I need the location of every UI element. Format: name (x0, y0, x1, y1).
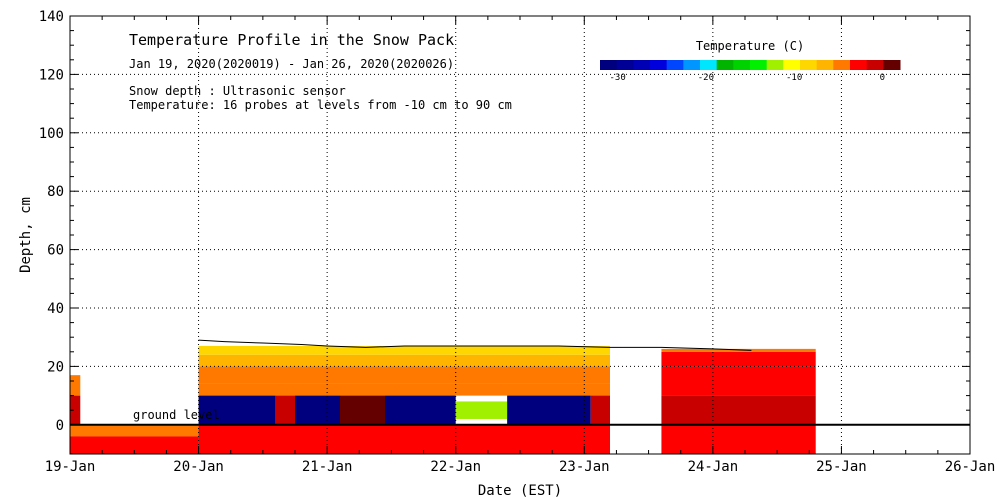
temperature-block-1 (70, 395, 81, 425)
colorbar-swatch-9 (750, 60, 768, 70)
colorbar-swatch-5 (683, 60, 701, 70)
temperature-block-3 (70, 424, 199, 437)
x-tick-label-25-Jan: 25-Jan (816, 459, 867, 475)
temperature-block-21 (661, 351, 816, 367)
x-tick-label-24-Jan: 24-Jan (688, 459, 739, 475)
colorbar-swatch-0 (600, 60, 618, 70)
x-tick-label-21-Jan: 21-Jan (302, 459, 353, 475)
temperature-block-20 (661, 366, 816, 396)
x-tick-label-26-Jan: 26-Jan (945, 459, 996, 475)
colorbar-swatch-17 (883, 60, 901, 70)
x-axis-label: Date (EST) (478, 483, 562, 499)
temperature-block-17 (590, 395, 610, 425)
temperature-block-7 (198, 366, 611, 384)
y-tick-label-120: 120 (39, 67, 64, 83)
temperature-block-5 (198, 424, 611, 454)
colorbar-swatch-11 (783, 60, 801, 70)
y-axis-label: Depth, cm (18, 197, 34, 273)
x-tick-label-23-Jan: 23-Jan (559, 459, 610, 475)
y-tick-label-80: 80 (47, 184, 64, 200)
temperature-block-18 (661, 424, 816, 454)
temperature-block-19 (661, 395, 816, 425)
snow-depth-series (198, 339, 752, 351)
temperature-block-6 (198, 383, 611, 396)
colorbar-swatch-7 (716, 60, 734, 70)
y-tick-label-60: 60 (47, 243, 64, 259)
colorbar: -30 -20 -10 0 Temperature (C) (600, 39, 901, 83)
colorbar-swatch-15 (850, 60, 868, 70)
temperature-block-9 (198, 345, 611, 355)
colorbar-swatch-12 (800, 60, 818, 70)
colorbar-tick-label-2: -10 (786, 73, 802, 83)
colorbar-swatch-3 (650, 60, 668, 70)
snow-depth-line (198, 339, 752, 351)
temperature-blocks (70, 345, 816, 454)
axes: 19-Jan 20-Jan 21-Jan 22-Jan 23-Jan 24-Jan 25-J… (18, 9, 995, 499)
x-tick-label-22-Jan: 22-Jan (430, 459, 481, 475)
y-tick-label-40: 40 (47, 301, 64, 317)
grid-lines (70, 16, 970, 454)
temperature-block-16 (507, 395, 591, 425)
x-tick-label-19-Jan: 19-Jan (45, 459, 96, 475)
colorbar-swatch-4 (666, 60, 684, 70)
temperature-block-11 (275, 395, 295, 425)
colorbar-tick-label-3: 0 (880, 73, 885, 83)
y-tick-label-100: 100 (39, 126, 64, 142)
colorbar-tick-label-1: -20 (698, 73, 714, 83)
colorbar-tick-label-0: -30 (610, 73, 626, 83)
chart-title: Temperature Profile in the Snow Pack (129, 31, 455, 49)
temperature-block-14 (385, 395, 456, 425)
colorbar-swatch-1 (616, 60, 634, 70)
colorbar-swatch-8 (733, 60, 751, 70)
colorbar-swatch-14 (833, 60, 851, 70)
chart-subtitle: Jan 19, 2020(2020019) - Jan 26, 2020(202… (129, 57, 455, 71)
temperature-block-4 (70, 436, 199, 454)
y-tick-label-140: 140 (39, 9, 64, 25)
note-snow-depth: Snow depth : Ultrasonic sensor (129, 84, 346, 98)
temperature-block-12 (295, 395, 340, 425)
temperature-block-8 (198, 354, 611, 367)
temperature-block-15 (455, 401, 508, 419)
temperature-block-2 (70, 375, 81, 396)
colorbar-swatch-13 (816, 60, 834, 70)
temperature-block-10 (198, 395, 276, 425)
colorbar-swatch-2 (633, 60, 651, 70)
x-tick-label-20-Jan: 20-Jan (173, 459, 224, 475)
y-tick-label-20: 20 (47, 359, 64, 375)
note-temperature: Temperature: 16 probes at levels from -1… (129, 98, 512, 112)
colorbar-swatch-16 (866, 60, 884, 70)
temperature-block-13 (340, 395, 385, 425)
colorbar-swatch-6 (700, 60, 718, 70)
colorbar-swatch-10 (766, 60, 784, 70)
y-tick-label-0: 0 (56, 418, 64, 434)
ground-level-label: ground level (133, 408, 220, 422)
colorbar-label: Temperature (C) (696, 39, 804, 53)
